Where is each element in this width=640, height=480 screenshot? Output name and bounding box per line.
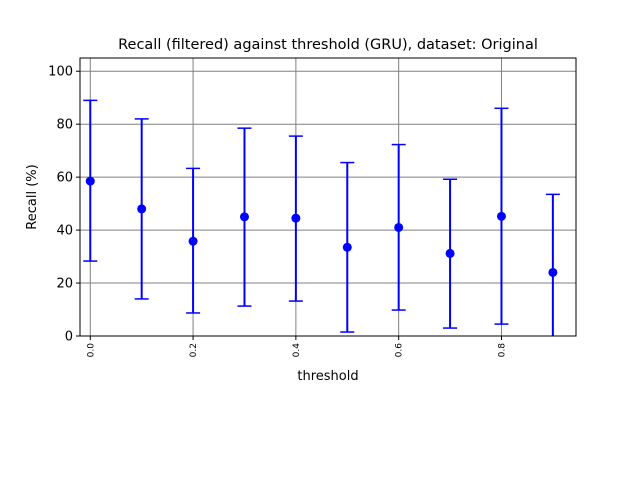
data-point [496,211,506,221]
x-tick-label: 0.6 [395,343,405,358]
y-tick-label: 80 [56,118,73,133]
y-axis-ticks: 0 20 40 60 80 100 [48,65,80,345]
y-tick-label: 100 [48,65,73,80]
data-point [85,176,95,186]
x-axis-label: threshold [297,369,358,384]
x-tick-label: 0.8 [497,343,507,358]
data-points [85,176,558,277]
chart-title: Recall (filtered) against threshold (GRU… [118,37,538,53]
x-tick-label: 0.0 [86,343,96,358]
y-axis-label: Recall (%) [25,164,40,229]
data-point [445,248,455,258]
x-tick-label: 0.4 [292,343,302,358]
data-point [137,204,147,214]
plot-frame [79,57,577,337]
data-point [188,236,198,246]
data-point [548,267,558,277]
data-point [342,242,352,252]
data-point [291,213,301,223]
y-tick-label: 60 [56,171,73,186]
y-tick-label: 0 [65,330,73,345]
y-tick-label: 40 [56,224,73,239]
y-tick-label: 20 [56,277,73,292]
data-point [394,222,404,232]
data-point [239,212,249,222]
x-axis-ticks: 0.0 0.2 0.4 0.6 0.8 [86,336,507,357]
x-tick-label: 0.2 [189,343,199,357]
